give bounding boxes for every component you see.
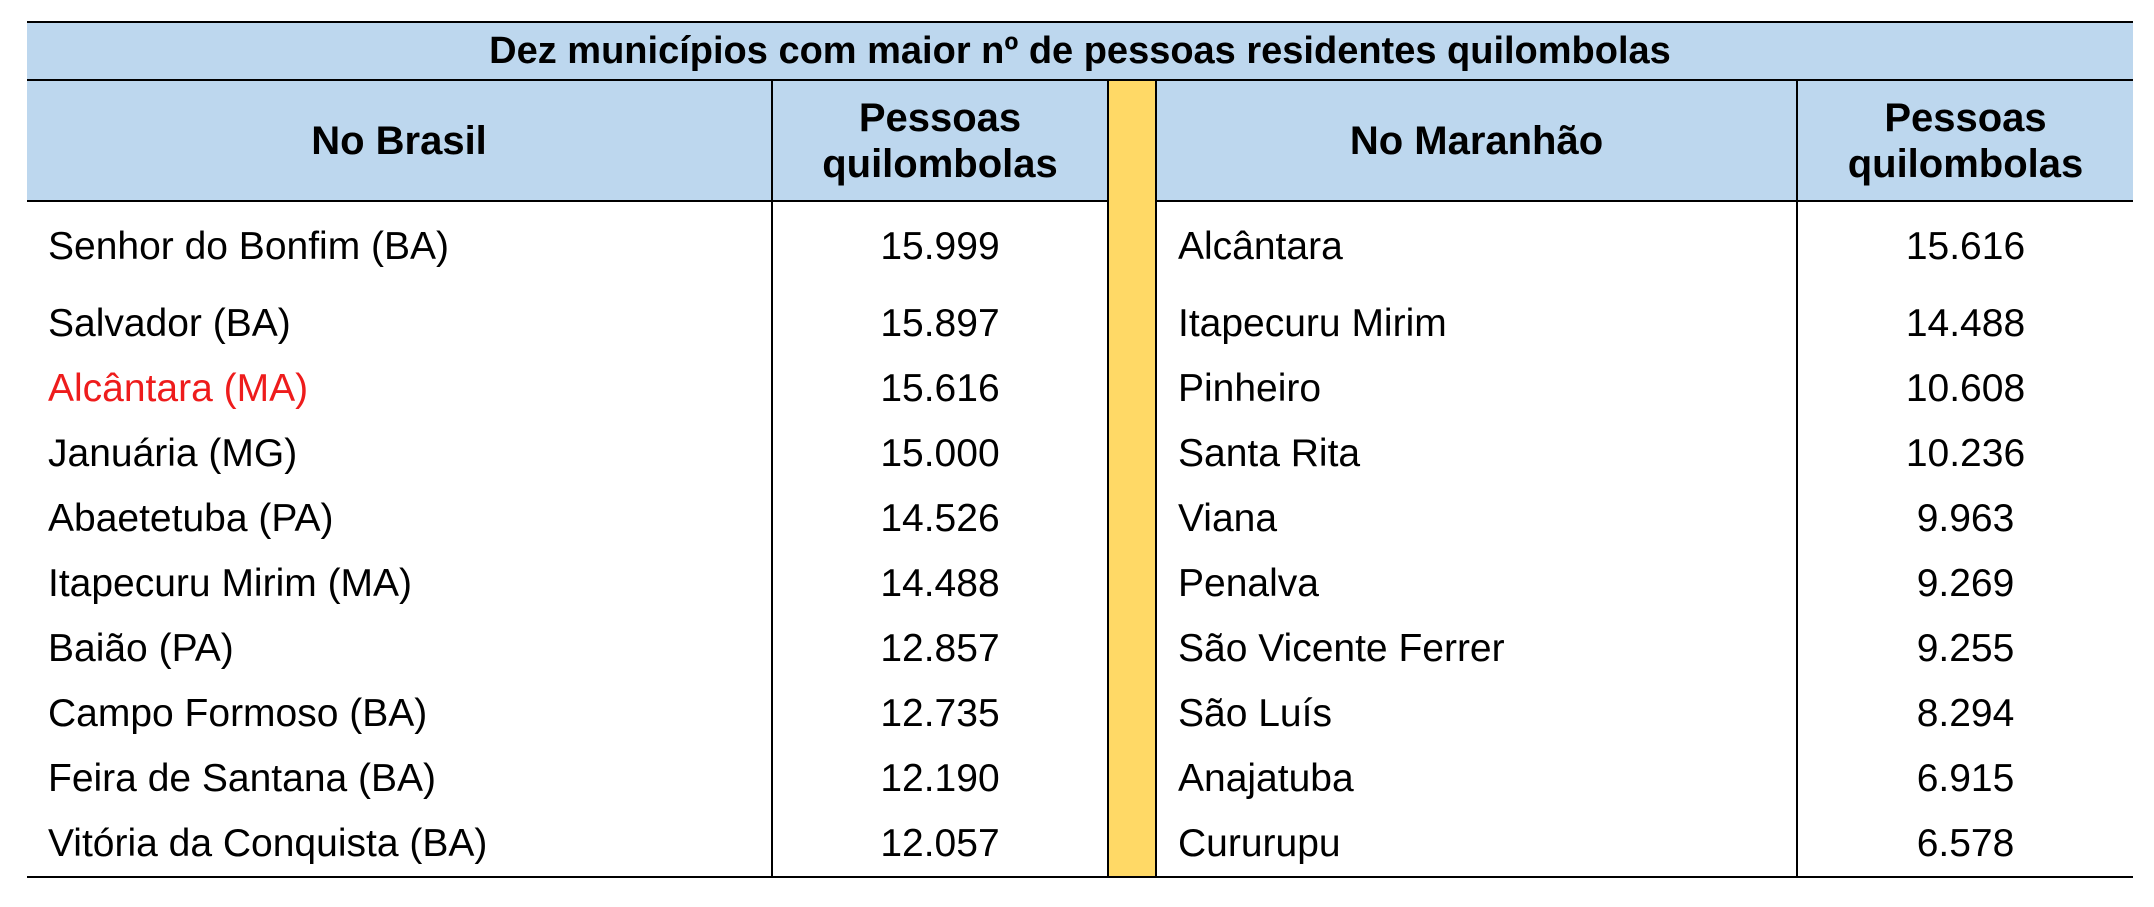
table-row: Januária (MG) 15.000 Santa Rita 10.236 — [27, 421, 2133, 486]
separator-cell — [1107, 356, 1157, 421]
maranhao-value-cell: 10.608 — [1796, 356, 2133, 421]
brasil-city-cell: Januária (MG) — [48, 431, 298, 475]
maranhao-city-cell: São Vicente Ferrer — [1178, 626, 1505, 670]
table-row: Itapecuru Mirim (MA) 14.488 Penalva 9.269 — [27, 551, 2133, 616]
table-row: Alcântara (MA) 15.616 Pinheiro 10.608 — [27, 356, 2133, 421]
brasil-value-cell: 15.000 — [771, 421, 1108, 486]
brasil-value-cell: 12.735 — [771, 681, 1108, 746]
table-body: Senhor do Bonfim (BA) 15.999 Alcântara 15.6… — [27, 201, 2133, 878]
maranhao-value-cell: 6.915 — [1796, 746, 2133, 811]
maranhao-city-cell: Cururupu — [1156, 811, 1797, 878]
brasil-value-cell: 12.857 — [771, 616, 1108, 681]
brasil-value-cell: 15.616 — [771, 356, 1108, 421]
brasil-city-cell: Campo Formoso (BA) — [48, 691, 428, 735]
maranhao-city-cell: Alcântara — [1178, 224, 1343, 268]
maranhao-city-cell: Itapecuru Mirim — [1178, 301, 1447, 345]
maranhao-city-cell: Anajatuba — [1178, 756, 1354, 800]
table-row: Abaetetuba (PA) 14.526 Viana 9.963 — [27, 486, 2133, 551]
brasil-value-cell: 14.526 — [771, 486, 1108, 551]
brasil-city-cell: Vitória da Conquista (BA) — [27, 811, 772, 878]
maranhao-value-cell: 14.488 — [1796, 291, 2133, 356]
table-row: Baião (PA) 12.857 São Vicente Ferrer 9.255 — [27, 616, 2133, 681]
brasil-city-cell: Senhor do Bonfim (BA) — [48, 224, 450, 268]
brasil-value-cell: 14.488 — [771, 551, 1108, 616]
brasil-city-cell: Feira de Santana (BA) — [48, 756, 437, 800]
separator-cell — [1107, 551, 1157, 616]
separator-column — [1107, 80, 1157, 201]
separator-cell — [1107, 291, 1157, 356]
maranhao-city-cell: Pinheiro — [1178, 366, 1322, 410]
table-row: Feira de Santana (BA) 12.190 Anajatuba 6.91… — [27, 746, 2133, 811]
brasil-value-cell: 12.057 — [771, 811, 1108, 878]
quilombola-table: Dez municípios com maior nº de pessoas r… — [27, 21, 2133, 878]
separator-cell — [1107, 486, 1157, 551]
table-row: Senhor do Bonfim (BA) 15.999 Alcântara 15.6… — [27, 201, 2133, 291]
separator-cell — [1107, 616, 1157, 681]
brasil-city-cell: Salvador (BA) — [48, 301, 291, 345]
separator-cell — [1107, 201, 1157, 291]
maranhao-value-cell: 9.269 — [1796, 551, 2133, 616]
separator-cell — [1107, 811, 1157, 878]
separator-cell — [1107, 746, 1157, 811]
brasil-city-cell: Itapecuru Mirim (MA) — [48, 561, 413, 605]
header-brasil-count: Pessoas quilombolas — [771, 80, 1108, 202]
separator-cell — [1107, 681, 1157, 746]
maranhao-value-cell: 9.255 — [1796, 616, 2133, 681]
table-row: Salvador (BA) 15.897 Itapecuru Mirim 14.488 — [27, 291, 2133, 356]
header-maranhao: No Maranhão — [1156, 80, 1797, 202]
table-row: Campo Formoso (BA) 12.735 São Luís 8.294 — [27, 681, 2133, 746]
maranhao-value-cell: 15.616 — [1796, 201, 2133, 291]
table-title: Dez municípios com maior nº de pessoas r… — [27, 21, 2133, 81]
maranhao-city-cell: São Luís — [1178, 691, 1332, 735]
brasil-city-cell: Abaetetuba (PA) — [48, 496, 334, 540]
maranhao-city-cell: Viana — [1178, 496, 1278, 540]
brasil-city-cell: Baião (PA) — [48, 626, 234, 670]
header-brasil: No Brasil — [27, 80, 772, 202]
table-row: Vitória da Conquista (BA) 12.057 Cururupu 6… — [27, 811, 2133, 878]
maranhao-city-cell: Santa Rita — [1178, 431, 1361, 475]
brasil-value-cell: 15.999 — [771, 201, 1108, 291]
header-maranhao-count: Pessoas quilombolas — [1796, 80, 2133, 202]
maranhao-value-cell: 10.236 — [1796, 421, 2133, 486]
maranhao-city-cell: Penalva — [1178, 561, 1319, 605]
brasil-value-cell: 12.190 — [771, 746, 1108, 811]
quilombola-table-container: Dez municípios com maior nº de pessoas r… — [27, 21, 2133, 878]
brasil-city-cell: Alcântara (MA) — [48, 366, 309, 410]
separator-cell — [1107, 421, 1157, 486]
maranhao-value-cell: 9.963 — [1796, 486, 2133, 551]
maranhao-value-cell: 8.294 — [1796, 681, 2133, 746]
maranhao-value-cell: 6.578 — [1796, 811, 2133, 878]
brasil-value-cell: 15.897 — [771, 291, 1108, 356]
